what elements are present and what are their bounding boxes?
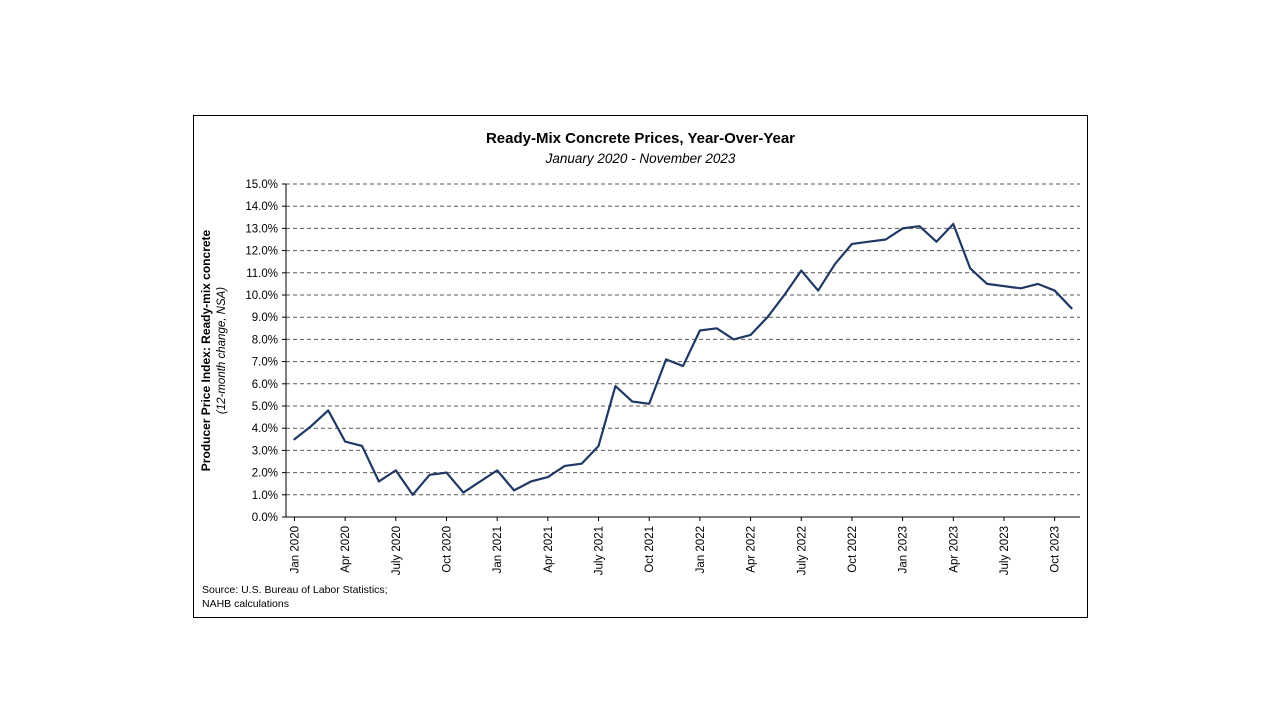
x-tick-label: July 2022: [796, 526, 808, 575]
x-tick-label: Apr 2020: [340, 526, 352, 573]
x-tick-label: Jan 2023: [898, 526, 910, 573]
y-tick-label: 13.0%: [245, 223, 278, 235]
x-tick-label: Jan 2022: [695, 526, 707, 573]
chart-frame: 0.0% 1.0% 2.0% 3.0% 4.0% 5.0% 6.0% 7.0% 8.0% 9.0%…: [193, 115, 1088, 618]
y-tick-label: 14.0%: [245, 201, 278, 213]
x-tick-label: Oct 2020: [441, 526, 453, 573]
y-tick-label: 10.0%: [245, 290, 278, 302]
source-line-1: Source: U.S. Bureau of Labor Statistics;: [202, 583, 388, 596]
x-tick-label: Apr 2021: [543, 526, 555, 573]
x-tick-label: July 2020: [391, 526, 403, 575]
y-tick-label: 8.0%: [252, 334, 278, 346]
chart-title: Ready-Mix Concrete Prices, Year-Over-Yea…: [485, 130, 796, 147]
y-tick-label: 5.0%: [252, 401, 278, 413]
x-tick-label: Apr 2022: [746, 526, 758, 573]
line-chart: 0.0% 1.0% 2.0% 3.0% 4.0% 5.0% 6.0% 7.0% 8.0% 9.0%…: [199, 179, 1080, 575]
y-tick-label: 2.0%: [252, 468, 278, 480]
y-tick-label: 15.0%: [245, 179, 278, 191]
y-tick-label: 11.0%: [246, 268, 278, 280]
y-axis-title: Producer Price Index: Ready-mix concrete: [199, 229, 213, 471]
y-tick-label: 6.0%: [252, 379, 278, 391]
y-tick-label: 1.0%: [252, 490, 278, 502]
y-tick-label: 4.0%: [252, 423, 278, 435]
x-tick-label: Oct 2021: [644, 526, 656, 573]
y-axis-subtitle: (12-month change, NSA): [216, 287, 228, 414]
data-series-line: [293, 222, 1073, 496]
y-tick-label: 9.0%: [252, 312, 278, 324]
y-tick-label: 0.0%: [252, 512, 278, 524]
x-tick-label: Oct 2022: [847, 526, 859, 573]
y-tick-label: 3.0%: [252, 445, 278, 457]
x-tick-label: Jan 2020: [289, 526, 301, 573]
x-tick-label: Oct 2023: [1050, 526, 1062, 573]
x-tick-label: Apr 2023: [948, 526, 960, 573]
x-tick-label: Jan 2021: [492, 526, 504, 573]
y-tick-label: 7.0%: [252, 357, 278, 369]
source-note: Source: U.S. Bureau of Labor Statistics;…: [202, 583, 388, 611]
x-tick-label: July 2023: [999, 526, 1011, 575]
chart-subtitle: January 2020 - November 2023: [545, 151, 736, 166]
x-tick-label: July 2021: [594, 526, 606, 575]
y-tick-label: 12.0%: [245, 246, 278, 258]
source-line-2: NAHB calculations: [202, 597, 289, 610]
